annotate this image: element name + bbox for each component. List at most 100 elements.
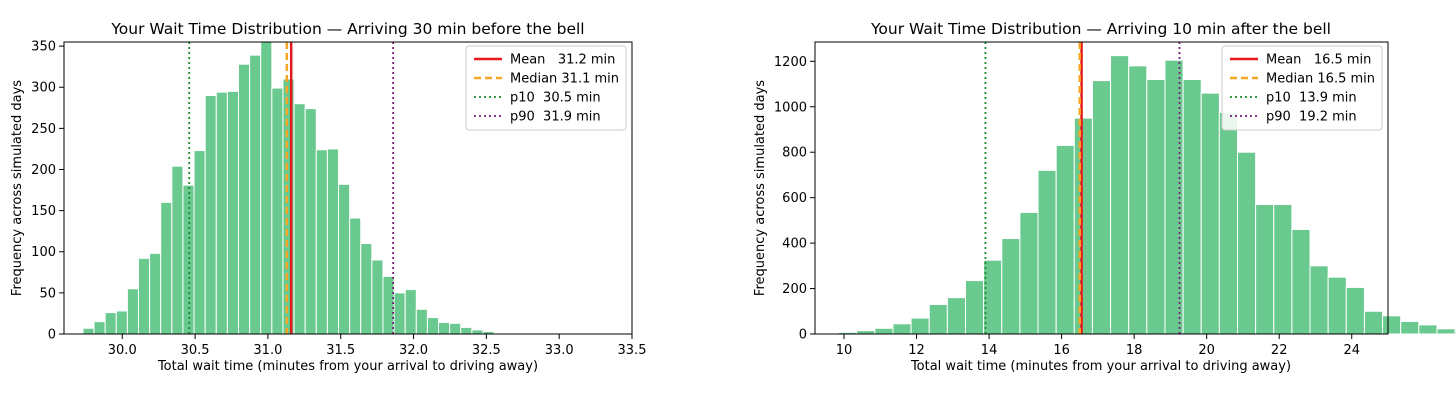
- x-axis-ticks: 10 12 14 16 18 20 22 24: [836, 334, 1360, 358]
- y-tick-label: 50: [39, 286, 56, 301]
- histogram-bar: [149, 252, 162, 335]
- histogram-bar: [393, 292, 406, 335]
- histogram-bar: [471, 329, 484, 335]
- histogram-bar: [1236, 151, 1257, 335]
- histogram-bar: [82, 327, 95, 335]
- histogram-bar: [293, 103, 306, 335]
- histogram-bar: [1400, 321, 1420, 335]
- x-tick-label: 16: [1053, 343, 1070, 358]
- histogram-bar: [415, 308, 428, 335]
- y-axis-label: Frequency across simulated days: [753, 80, 768, 296]
- histogram-bar: [326, 148, 340, 335]
- plot-frame: [814, 41, 1389, 335]
- x-tick-label: 20: [1198, 343, 1215, 358]
- y-tick-label: 0: [799, 328, 807, 343]
- legend-label: p90 31.9 min: [510, 110, 601, 125]
- histogram-bar: [1436, 328, 1456, 335]
- legend-label: Mean 31.2 min: [510, 53, 615, 68]
- x-tick-label: 33.0: [545, 343, 574, 358]
- histogram-bar: [460, 326, 473, 335]
- bars-group: [82, 41, 540, 335]
- x-tick-label: 31.5: [326, 343, 355, 358]
- x-tick-label: 18: [1126, 343, 1143, 358]
- x-tick-label: 30.0: [108, 343, 137, 358]
- reference-lines-group: [984, 42, 1181, 334]
- histogram-bar: [260, 41, 273, 335]
- y-tick-label: 350: [31, 40, 56, 55]
- histogram-bar: [1037, 169, 1057, 335]
- plot-frame: [63, 41, 633, 335]
- histogram-bar: [1019, 211, 1039, 335]
- histogram-bar: [160, 201, 173, 335]
- x-tick-label: 32.5: [472, 343, 501, 358]
- legend-label: p10 13.9 min: [1266, 91, 1357, 106]
- histogram-bar: [249, 54, 262, 335]
- x-tick-label: 10: [836, 343, 853, 358]
- y-tick-label: 250: [31, 122, 56, 137]
- histogram-bar: [965, 280, 985, 335]
- x-axis-ticks: 30.0 30.5 31.0 31.5 32.0 32.5 33.0 33.5: [108, 334, 647, 358]
- histogram-bar: [1146, 78, 1166, 335]
- x-tick-label: 33.5: [618, 343, 647, 358]
- histogram-bar: [1218, 111, 1238, 335]
- histogram-bar: [983, 259, 1003, 335]
- histogram-bar: [226, 90, 240, 335]
- histogram-bar: [338, 183, 351, 335]
- histogram-bar: [928, 303, 948, 335]
- y-tick-label: 400: [782, 237, 807, 252]
- x-tick-label: 24: [1343, 343, 1360, 358]
- histogram-bar: [426, 317, 440, 335]
- y-tick-label: 100: [31, 245, 56, 260]
- legend-label: p90 19.2 min: [1266, 110, 1357, 125]
- x-tick-label: 32.0: [399, 343, 428, 358]
- legend-label: Mean 16.5 min: [1266, 53, 1371, 68]
- histogram-bar: [126, 288, 139, 335]
- legend-label: Median 31.1 min: [510, 72, 619, 87]
- histogram-bar: [271, 87, 284, 335]
- histogram-bar: [1255, 203, 1275, 335]
- x-axis-label: Total wait time (minutes from your arriv…: [910, 359, 1291, 374]
- y-tick-label: 0: [48, 328, 56, 343]
- histogram-bar: [1073, 117, 1093, 335]
- histogram-bar: [349, 217, 362, 335]
- histogram-bar: [1110, 55, 1130, 335]
- histogram-bar: [1345, 286, 1365, 335]
- y-tick-label: 200: [782, 282, 807, 297]
- histogram-bar: [874, 327, 894, 335]
- histogram-bar: [1001, 238, 1021, 335]
- histogram-bar: [115, 310, 128, 335]
- histogram-bar: [315, 149, 328, 335]
- y-axis-label: Frequency across simulated days: [10, 80, 25, 296]
- x-tick-label: 12: [908, 343, 925, 358]
- histogram-bar: [360, 243, 373, 335]
- histogram-bar: [1128, 65, 1148, 335]
- histogram-bar: [1182, 78, 1202, 335]
- y-axis-ticks: 0 50 100 150 200 250 300 350: [31, 40, 64, 343]
- legend-box: [465, 45, 627, 131]
- y-tick-label: 600: [782, 191, 807, 206]
- chart-panel-left: Your Wait Time Distribution — Arriving 3…: [10, 20, 646, 374]
- histogram-bar: [1091, 80, 1112, 335]
- histogram-bar: [892, 323, 912, 335]
- histogram-bar: [1382, 315, 1402, 335]
- histogram-bar: [1327, 276, 1347, 335]
- bars-group: [819, 55, 1456, 335]
- histogram-bar: [104, 312, 117, 335]
- histogram-bar: [238, 63, 251, 335]
- y-tick-label: 1200: [774, 55, 807, 70]
- chart-title: Your Wait Time Distribution — Arriving 3…: [110, 20, 584, 38]
- x-tick-label: 14: [981, 343, 998, 358]
- histogram-bar: [1363, 310, 1384, 335]
- legend-box: [1221, 45, 1383, 131]
- histogram-bar: [193, 150, 206, 335]
- histogram-bar: [438, 321, 451, 335]
- histogram-bar: [371, 259, 384, 335]
- histogram-bar: [215, 91, 228, 335]
- legend: Mean 16.5 min Median 16.5 min p10 13.9 min…: [1221, 45, 1383, 131]
- y-tick-label: 800: [782, 146, 807, 161]
- histogram-bar: [93, 321, 106, 335]
- histogram-bar: [1309, 265, 1329, 335]
- x-tick-label: 30.5: [181, 343, 210, 358]
- histogram-bar: [171, 165, 184, 335]
